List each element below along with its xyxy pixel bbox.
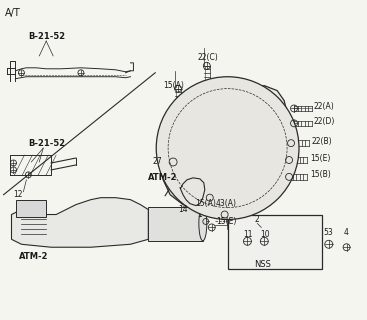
Bar [148, 207, 203, 241]
Polygon shape [11, 198, 148, 247]
Text: 12: 12 [14, 190, 23, 199]
Text: 53: 53 [324, 228, 334, 237]
Text: 15(B): 15(B) [310, 170, 331, 180]
Text: 22(A): 22(A) [314, 102, 335, 111]
Circle shape [156, 77, 299, 220]
Text: 15(E): 15(E) [216, 217, 236, 226]
Text: 14: 14 [178, 205, 188, 214]
Text: 10: 10 [260, 230, 270, 239]
Text: B-21-52: B-21-52 [28, 32, 65, 41]
Bar [17, 200, 46, 218]
Text: 22(C): 22(C) [198, 53, 219, 62]
Text: ATM-2: ATM-2 [19, 252, 49, 261]
Text: 11: 11 [243, 230, 253, 239]
Ellipse shape [199, 206, 207, 241]
Text: 15(A): 15(A) [163, 81, 184, 90]
Polygon shape [180, 178, 205, 206]
Text: 1: 1 [197, 210, 201, 219]
Text: A/T: A/T [4, 8, 20, 18]
Text: NSS: NSS [254, 260, 271, 268]
Polygon shape [160, 86, 289, 210]
Text: 27: 27 [152, 157, 162, 166]
Text: 2: 2 [254, 215, 259, 224]
Text: 22(D): 22(D) [314, 117, 335, 126]
Text: 43(A): 43(A) [216, 199, 237, 208]
Text: 3: 3 [208, 208, 212, 217]
Text: 22(B): 22(B) [312, 137, 333, 146]
Bar [228, 214, 322, 269]
Text: 15(A): 15(A) [195, 199, 216, 208]
Text: ATM-2: ATM-2 [148, 173, 178, 182]
Text: 4: 4 [344, 228, 349, 237]
Text: B-21-52: B-21-52 [28, 139, 65, 148]
Text: 15(E): 15(E) [310, 154, 330, 163]
